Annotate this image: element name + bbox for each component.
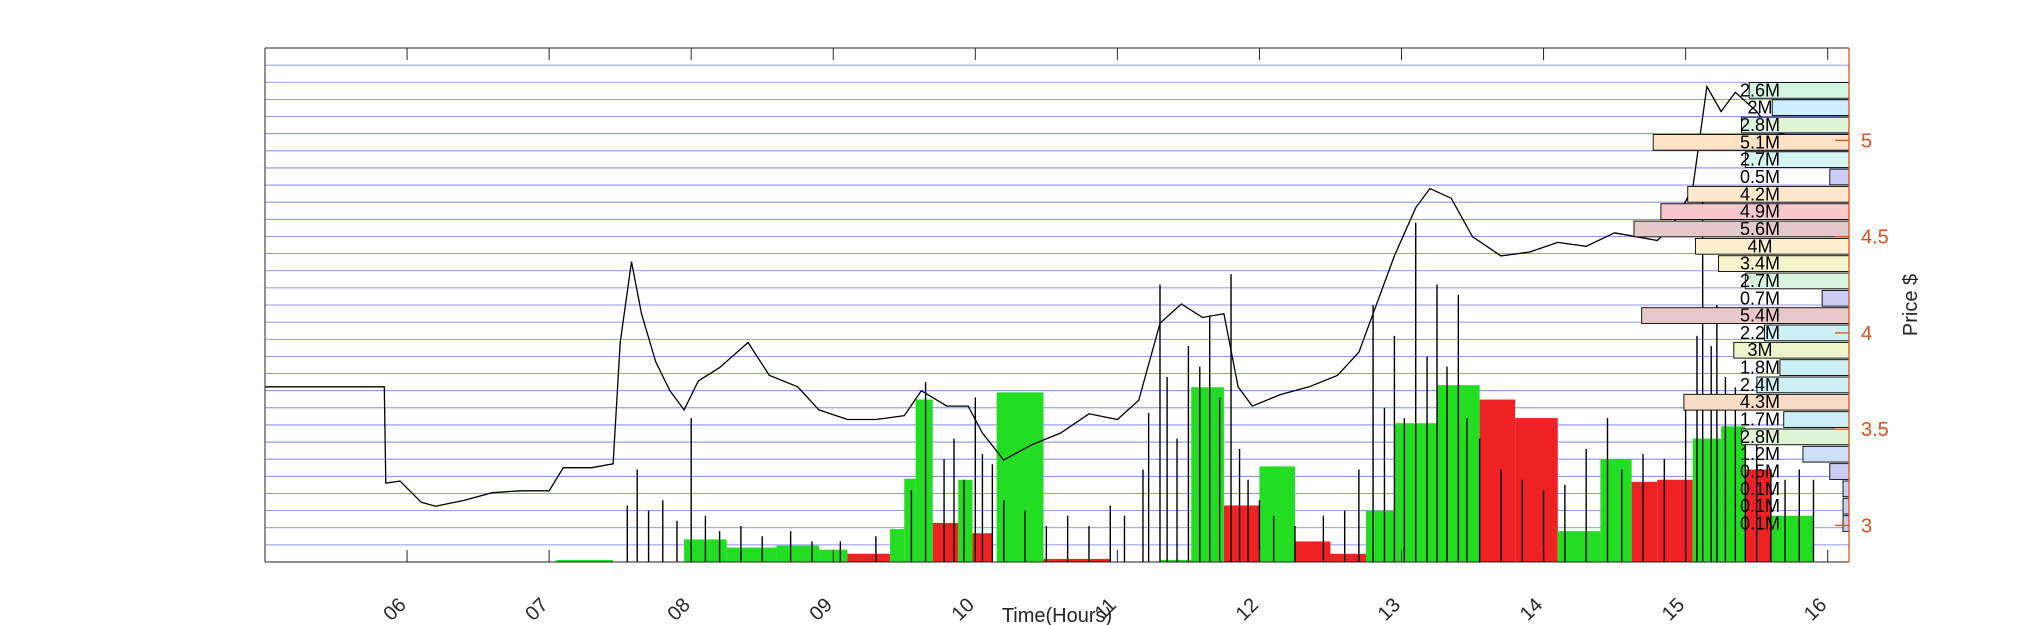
volume-profile-label: 5.1M — [1740, 132, 1780, 152]
volume-block-buy — [904, 478, 916, 562]
x-tick-label: 15 — [1658, 594, 1689, 625]
volume-block-buy — [1159, 559, 1192, 562]
volume-profile-bar — [1771, 99, 1850, 117]
volume-profile-bar — [1842, 515, 1850, 532]
x-tick-label: 16 — [1800, 594, 1831, 625]
volume-profile-label: 4.3M — [1740, 392, 1780, 412]
x-axis-title: Time(Hours) — [1002, 605, 1112, 625]
volume-profile-bar — [1829, 168, 1850, 186]
price-bin-gridlines — [265, 64, 1849, 546]
volume-block-sell — [1043, 558, 1111, 562]
x-tick-label: 10 — [948, 594, 979, 625]
volume-profile-label: 0.5M — [1740, 462, 1780, 482]
volume-block-buy — [1600, 459, 1632, 562]
volume-block-buy — [1365, 510, 1395, 562]
volume-block-buy — [996, 392, 1044, 562]
volume-block-sell — [1330, 553, 1366, 562]
volume-block-buy — [556, 559, 614, 562]
volume-block-buy — [890, 529, 905, 562]
volume-block-buy — [726, 547, 777, 562]
volume-profile: 2.6M2M2.8M5.1M2.7M0.5M4.2M4.9M5.6M4M3.4M… — [1633, 80, 1850, 533]
volume-block-buy — [1259, 466, 1295, 562]
volume-block-buy — [1191, 387, 1224, 562]
volume-profile-bar — [1783, 411, 1850, 428]
volume-profile-label: 2.2M — [1740, 323, 1780, 343]
volume-profile-label: 5.6M — [1740, 219, 1780, 239]
volume-profile-label: 0.1M — [1740, 496, 1780, 516]
volume-block-buy — [1557, 531, 1601, 562]
price-tick-label: 5 — [1861, 130, 1872, 152]
volume-profile-bar — [1779, 359, 1850, 376]
price-tick-label: 3 — [1861, 515, 1872, 537]
volume-profile-label: 2.4M — [1740, 375, 1780, 395]
volume-block-sell — [1223, 505, 1260, 562]
volume-profile-label: 2.7M — [1740, 271, 1780, 291]
volume-profile-label: 2.8M — [1740, 427, 1780, 447]
price-axis: 3 3.5 4 4.5 5 — [1835, 130, 1889, 537]
volume-block-sell — [1515, 418, 1558, 562]
volume-profile-label: 2.7M — [1740, 150, 1780, 170]
volume-profile-label: 1.7M — [1740, 410, 1780, 430]
volume-block-sell — [1294, 541, 1331, 562]
volume-profile-label: 1.2M — [1740, 444, 1780, 464]
price-tick-label: 4 — [1861, 323, 1872, 345]
volume-profile-label: 5.4M — [1740, 306, 1780, 326]
volume-profile-label: 2.8M — [1740, 115, 1780, 135]
price-axis-title: Price $ — [1900, 274, 1922, 336]
volume-profile-bar — [1842, 497, 1850, 515]
volume-profile-label: 0.7M — [1740, 288, 1780, 308]
price-line — [265, 84, 1817, 507]
plot-frame — [264, 47, 1850, 563]
volume-block-buy — [915, 399, 933, 562]
volume-profile-bar — [1842, 480, 1850, 498]
volume-block-sell — [1631, 481, 1658, 562]
volume-profile-bar — [1802, 445, 1850, 463]
x-tick-label: 08 — [663, 594, 694, 625]
volume-block-buy — [958, 479, 973, 562]
volume-profile-label: 4M — [1747, 236, 1772, 256]
volume-block-sell — [1657, 479, 1693, 562]
price-tick-label: 4.5 — [1861, 227, 1889, 249]
x-tick-label: 09 — [805, 594, 836, 625]
volume-profile-label: 0.1M — [1740, 513, 1780, 533]
volume-profile-label: 3.4M — [1740, 254, 1780, 274]
volume-profile-bar — [1718, 255, 1850, 272]
volume-profile-label: 0.1M — [1740, 479, 1780, 499]
volume-block-buy — [1770, 515, 1814, 562]
x-tick-label: 14 — [1516, 594, 1547, 625]
volume-profile-bar — [1821, 289, 1850, 307]
volume-blocks — [556, 385, 1814, 562]
volume-profile-label: 2.6M — [1740, 80, 1780, 100]
volume-profile-label: 4.2M — [1740, 184, 1780, 204]
volume-block-sell — [847, 553, 891, 562]
volume-block-buy — [776, 545, 820, 562]
price-line-layer — [265, 84, 1817, 507]
volume-profile-label: 0.5M — [1740, 167, 1780, 187]
x-tick-label: 12 — [1232, 594, 1263, 625]
volume-profile-bar — [1829, 463, 1850, 480]
x-tick-label: 06 — [379, 594, 410, 625]
volume-profile-label: 2M — [1747, 98, 1772, 118]
volume-profile-label: 1.8M — [1740, 358, 1780, 378]
price-tick-label: 3.5 — [1861, 419, 1889, 441]
x-tick-label: 07 — [521, 594, 552, 625]
volume-block-sell — [1479, 399, 1516, 562]
volume-profile-label: 4.9M — [1740, 202, 1780, 222]
x-tick-label: 13 — [1374, 594, 1405, 625]
volume-block-sell — [1745, 469, 1771, 562]
volume-spikes — [626, 191, 1815, 562]
volume-profile-label: 3M — [1747, 340, 1772, 360]
